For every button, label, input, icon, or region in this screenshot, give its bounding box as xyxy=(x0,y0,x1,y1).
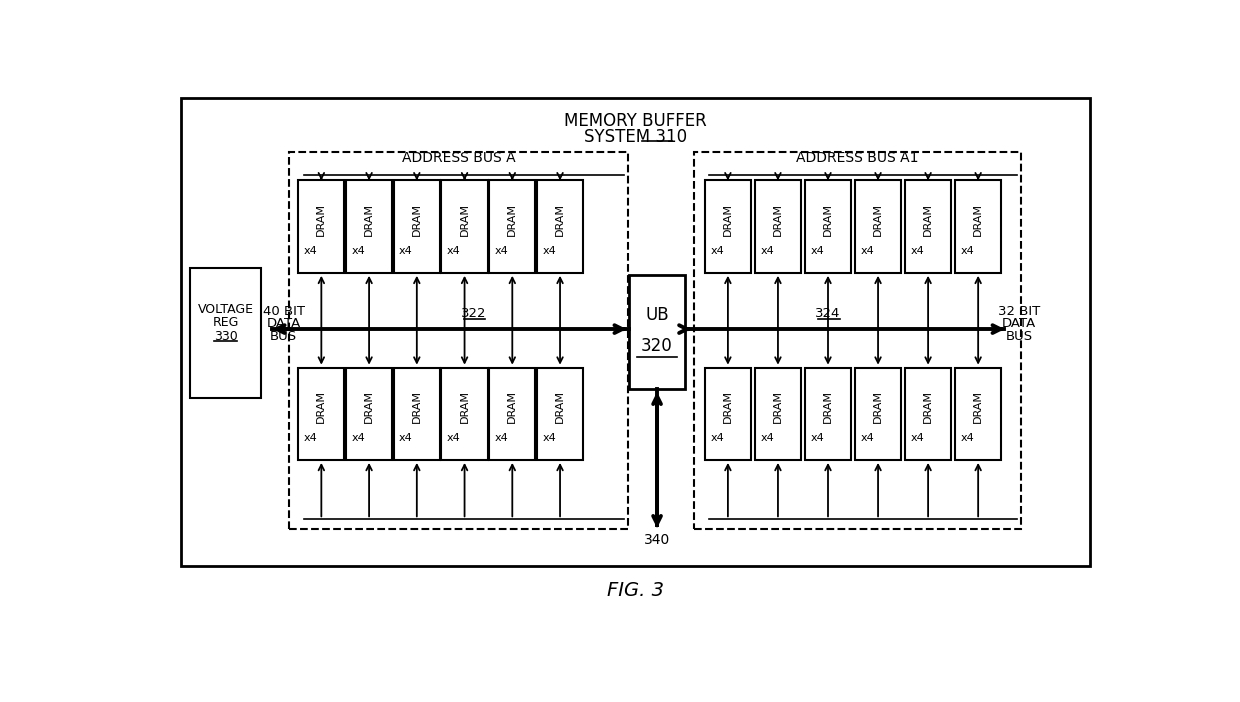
Text: DRAM: DRAM xyxy=(316,390,326,423)
Text: BUS: BUS xyxy=(1006,329,1033,343)
Text: x4: x4 xyxy=(351,246,365,256)
Text: DRAM: DRAM xyxy=(773,390,782,423)
Text: DATA: DATA xyxy=(1002,317,1037,330)
Text: DRAM: DRAM xyxy=(823,390,833,423)
Text: DRAM: DRAM xyxy=(365,390,374,423)
Text: DRAM: DRAM xyxy=(556,203,565,236)
Text: x4: x4 xyxy=(446,433,460,443)
Text: x4: x4 xyxy=(542,246,556,256)
Text: DRAM: DRAM xyxy=(723,203,733,236)
Text: x4: x4 xyxy=(811,433,825,443)
Text: x4: x4 xyxy=(961,246,975,256)
Text: x4: x4 xyxy=(711,246,724,256)
Bar xyxy=(905,180,951,273)
Text: x4: x4 xyxy=(711,433,724,443)
Bar xyxy=(537,368,583,460)
Text: DATA: DATA xyxy=(267,317,301,330)
Text: x4: x4 xyxy=(495,246,508,256)
Text: SYSTEM 310: SYSTEM 310 xyxy=(584,128,687,145)
Text: 322: 322 xyxy=(461,307,486,320)
Text: x4: x4 xyxy=(961,433,975,443)
Text: 320: 320 xyxy=(641,337,673,355)
Text: DRAM: DRAM xyxy=(507,203,517,236)
Text: x4: x4 xyxy=(910,433,924,443)
Text: ADDRESS BUS A: ADDRESS BUS A xyxy=(402,151,515,165)
Bar xyxy=(441,368,487,460)
Text: FIG. 3: FIG. 3 xyxy=(608,581,663,600)
Text: DRAM: DRAM xyxy=(412,203,422,236)
Text: x4: x4 xyxy=(910,246,924,256)
Text: VOLTAGE: VOLTAGE xyxy=(198,303,254,317)
Text: x4: x4 xyxy=(760,433,774,443)
Text: 40 BIT: 40 BIT xyxy=(263,305,305,318)
Text: UB: UB xyxy=(645,306,668,324)
Bar xyxy=(490,368,536,460)
Bar xyxy=(694,152,1021,529)
Text: DRAM: DRAM xyxy=(556,390,565,423)
Text: DRAM: DRAM xyxy=(316,203,326,236)
Bar xyxy=(854,368,901,460)
Text: DRAM: DRAM xyxy=(460,390,470,423)
Bar xyxy=(299,180,345,273)
Bar xyxy=(955,180,1001,273)
Text: x4: x4 xyxy=(304,433,317,443)
Bar xyxy=(755,180,801,273)
Text: DRAM: DRAM xyxy=(460,203,470,236)
Bar xyxy=(346,180,392,273)
Text: x4: x4 xyxy=(351,433,365,443)
Text: DRAM: DRAM xyxy=(973,203,983,236)
Text: 340: 340 xyxy=(644,533,670,547)
Text: DRAM: DRAM xyxy=(723,390,733,423)
Text: x4: x4 xyxy=(495,433,508,443)
Text: 32 BIT: 32 BIT xyxy=(998,305,1040,318)
Text: DRAM: DRAM xyxy=(923,390,932,423)
Bar xyxy=(805,180,851,273)
Bar xyxy=(289,152,627,529)
Text: DRAM: DRAM xyxy=(923,203,932,236)
Text: DRAM: DRAM xyxy=(823,203,833,236)
Text: x4: x4 xyxy=(446,246,460,256)
Text: x4: x4 xyxy=(861,246,874,256)
Bar xyxy=(394,180,440,273)
Bar xyxy=(755,368,801,460)
Text: 330: 330 xyxy=(215,331,238,343)
Text: x4: x4 xyxy=(760,246,774,256)
Text: MEMORY BUFFER: MEMORY BUFFER xyxy=(564,112,707,130)
Bar xyxy=(537,180,583,273)
Text: DRAM: DRAM xyxy=(773,203,782,236)
Bar xyxy=(346,368,392,460)
Bar xyxy=(854,180,901,273)
Bar xyxy=(805,368,851,460)
Text: x4: x4 xyxy=(542,433,556,443)
Bar xyxy=(905,368,951,460)
Text: x4: x4 xyxy=(811,246,825,256)
Bar xyxy=(704,368,751,460)
Bar xyxy=(704,180,751,273)
Text: x4: x4 xyxy=(861,433,874,443)
Bar xyxy=(191,267,262,399)
Text: ADDRESS BUS A1: ADDRESS BUS A1 xyxy=(796,151,919,165)
Text: 324: 324 xyxy=(816,307,841,320)
Text: x4: x4 xyxy=(304,246,317,256)
Bar xyxy=(490,180,536,273)
Text: DRAM: DRAM xyxy=(973,390,983,423)
Bar xyxy=(630,275,684,389)
Text: DRAM: DRAM xyxy=(873,203,883,236)
Text: DRAM: DRAM xyxy=(507,390,517,423)
Text: DRAM: DRAM xyxy=(412,390,422,423)
Bar xyxy=(181,98,1090,567)
Text: DRAM: DRAM xyxy=(365,203,374,236)
Text: BUS: BUS xyxy=(270,329,298,343)
Text: DRAM: DRAM xyxy=(873,390,883,423)
Bar xyxy=(441,180,487,273)
Text: x4: x4 xyxy=(399,246,413,256)
Bar xyxy=(299,368,345,460)
Bar xyxy=(955,368,1001,460)
Text: x4: x4 xyxy=(399,433,413,443)
Text: REG: REG xyxy=(213,317,239,329)
Bar xyxy=(394,368,440,460)
